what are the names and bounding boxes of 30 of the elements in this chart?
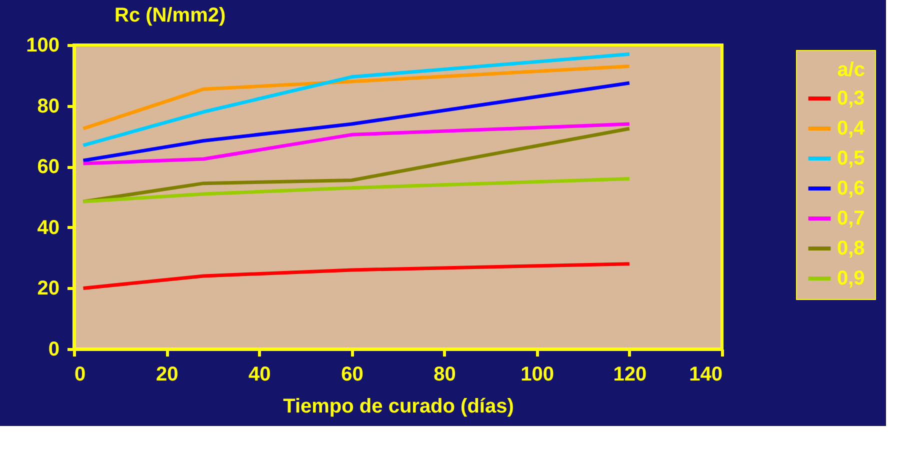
- x-tick-label: 80: [434, 364, 456, 386]
- line-series: [82, 262, 632, 290]
- legend-label: 0,3: [837, 88, 865, 110]
- y-tick-label: 0: [48, 338, 60, 360]
- line-series: [82, 122, 632, 166]
- legend-label: 0,9: [837, 268, 865, 290]
- legend-label: 0,6: [837, 178, 865, 200]
- y-tick-label: 60: [37, 156, 60, 178]
- legend-label: 0,8: [837, 238, 865, 260]
- y-axis-title: Rc (N/mm2): [114, 4, 226, 26]
- line-series: [82, 52, 632, 148]
- x-tick-label: 100: [520, 364, 554, 386]
- legend-label: 0,5: [837, 148, 865, 170]
- x-tick-label: 40: [248, 364, 271, 386]
- x-axis-title: Tiempo de curado (días): [283, 396, 514, 418]
- y-tick-label: 20: [37, 278, 60, 300]
- x-tick-label: 0: [74, 364, 86, 386]
- y-tick-label: 80: [37, 95, 60, 118]
- line-series: [82, 81, 632, 162]
- y-tick-label: 100: [26, 34, 60, 56]
- legend-label: 0,7: [837, 208, 865, 230]
- line-series: [82, 64, 632, 130]
- x-tick-label: 60: [341, 364, 364, 386]
- x-tick-label: 140: [689, 364, 722, 386]
- y-tick-label: 40: [37, 216, 60, 239]
- legend-label: 0,4: [837, 118, 866, 140]
- x-tick-label: 20: [156, 364, 178, 386]
- legend-title: a/c: [837, 59, 865, 81]
- line-series: [82, 177, 632, 204]
- x-tick-label: 120: [613, 364, 647, 386]
